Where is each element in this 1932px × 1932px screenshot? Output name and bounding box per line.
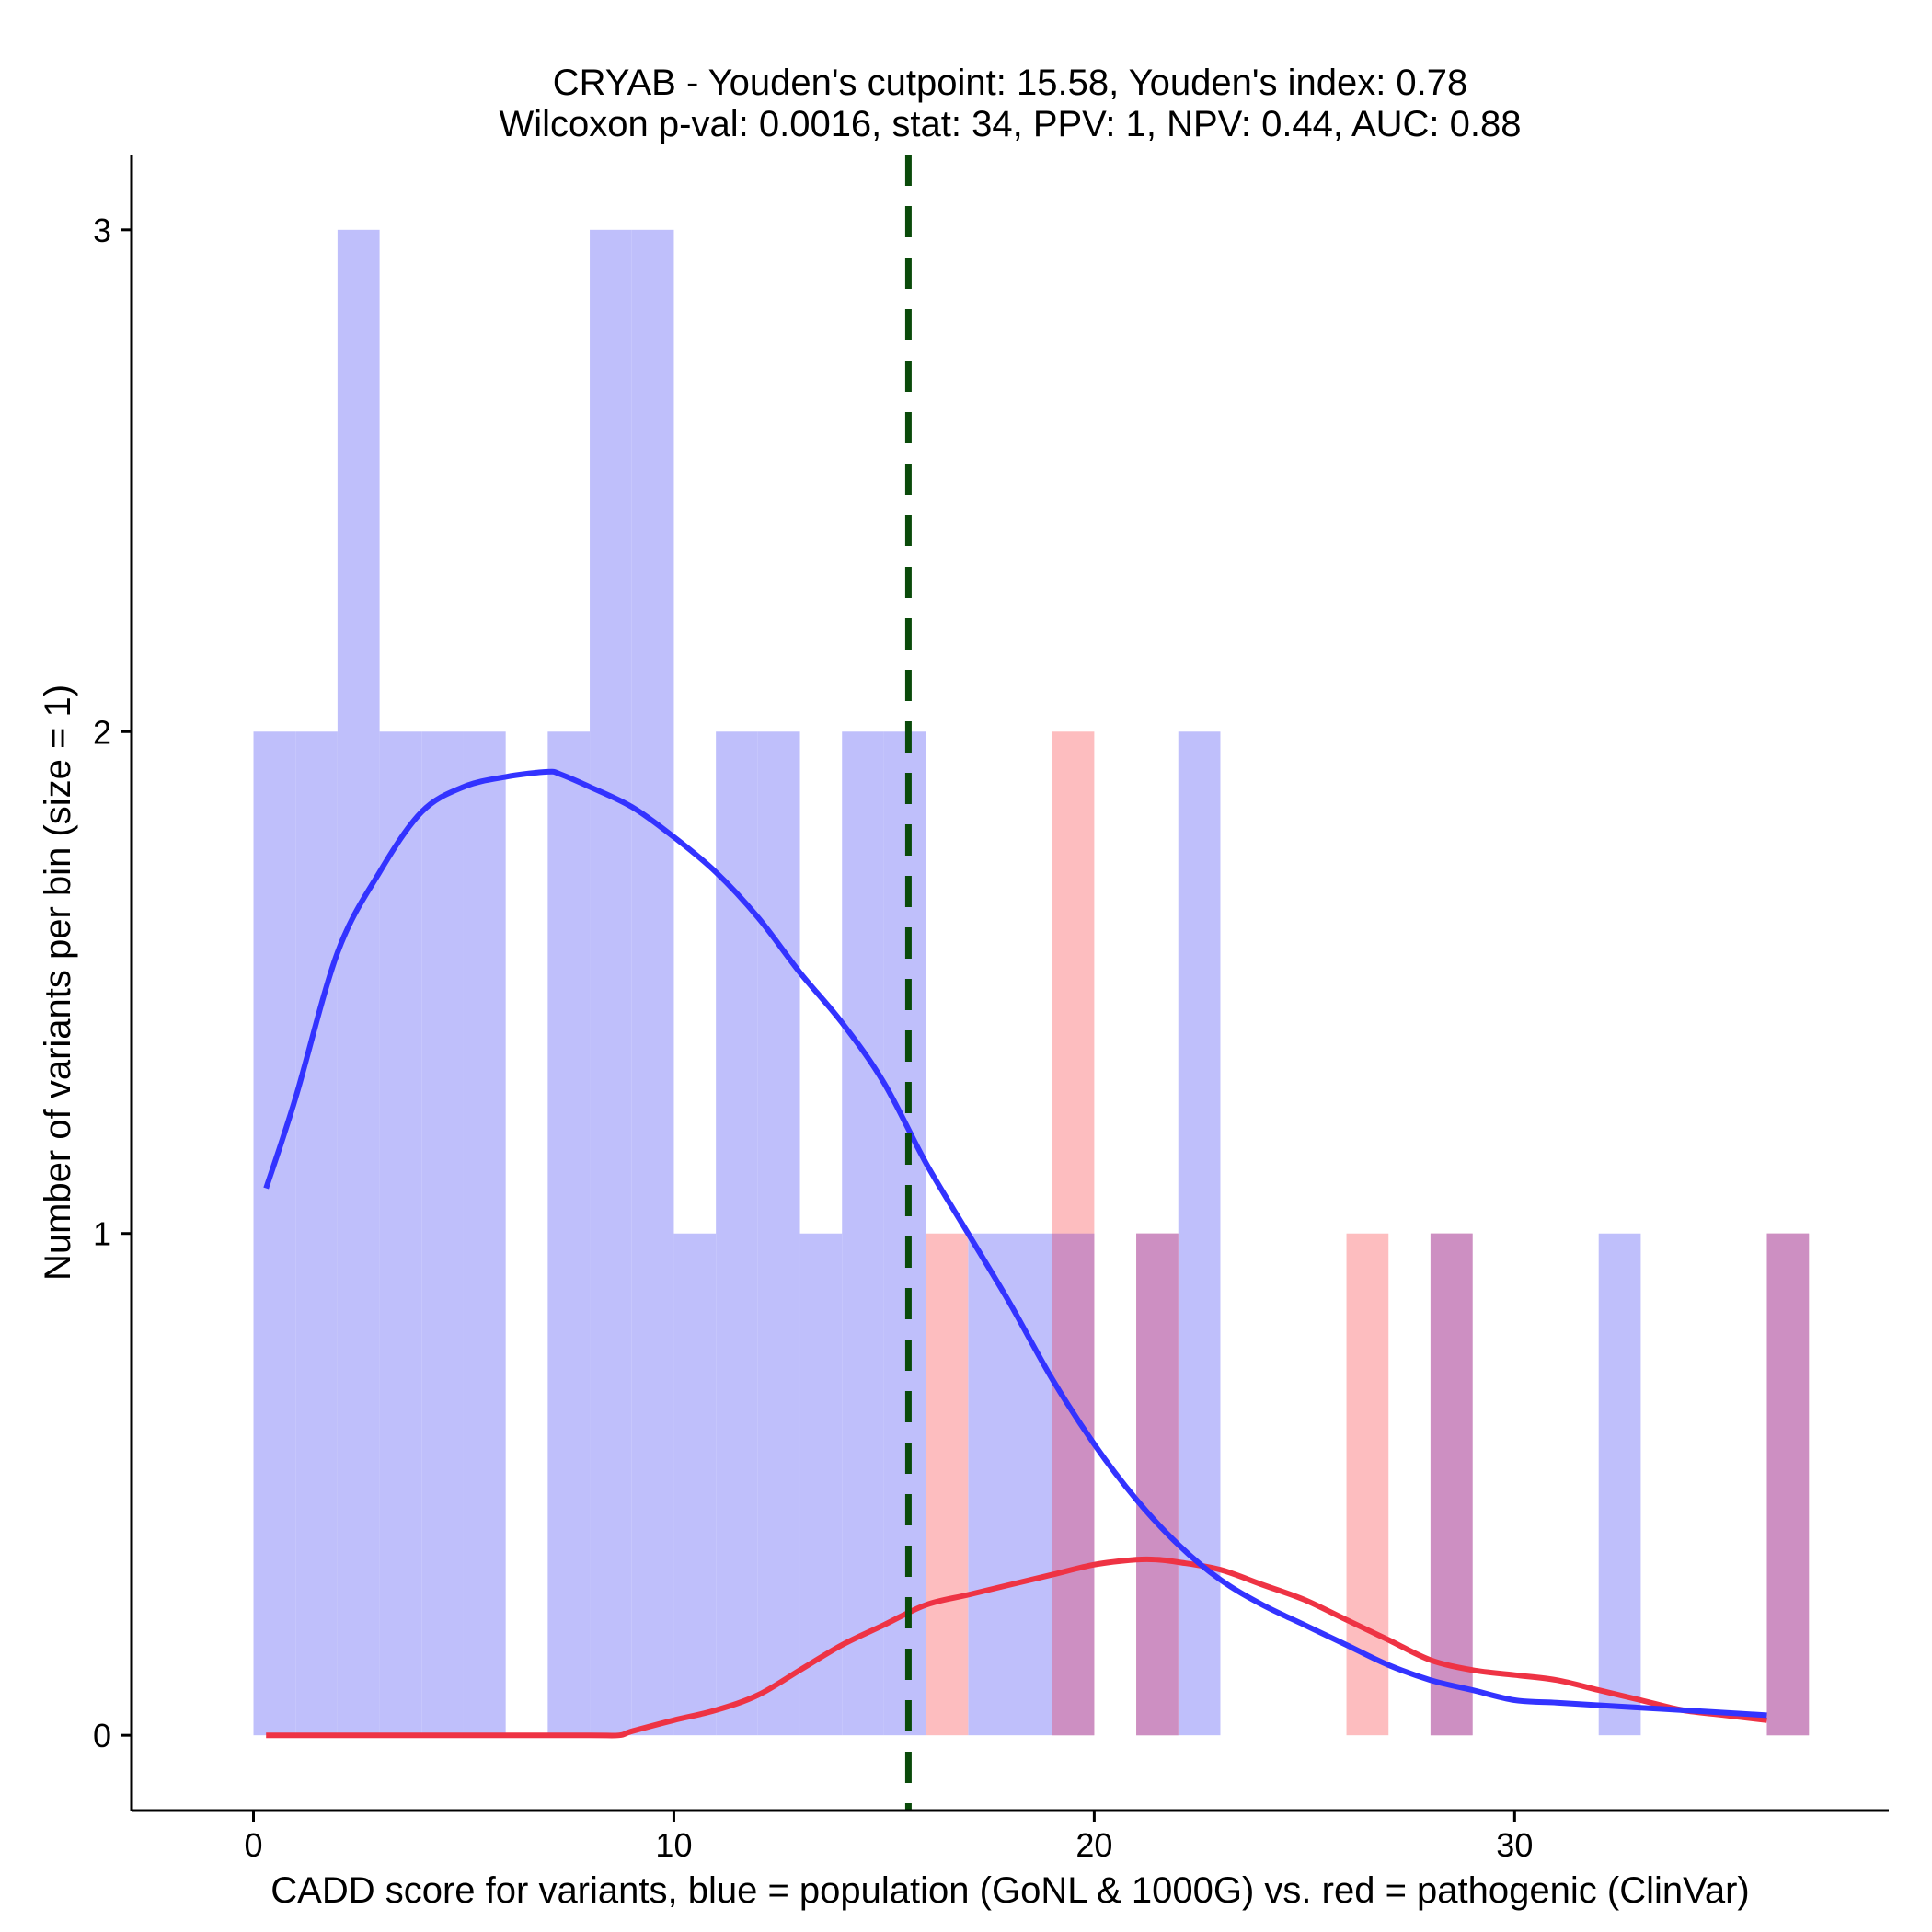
overlap-bar: [1052, 1233, 1095, 1736]
population-bar: [716, 731, 758, 1736]
population-bars: [253, 229, 1810, 1736]
y-tick-label: 0: [93, 1717, 111, 1754]
population-bar: [337, 229, 380, 1736]
pathogenic-bar: [926, 1233, 969, 1736]
population-bar: [590, 229, 632, 1736]
population-bar: [547, 731, 591, 1736]
overlap-bars: [1052, 1233, 1810, 1736]
y-tick-label: 2: [93, 713, 111, 751]
population-bar: [883, 731, 926, 1736]
x-tick-label: 10: [655, 1826, 692, 1864]
population-bar: [463, 731, 506, 1736]
density-curves: [263, 768, 1767, 1739]
axes: 0 10 20 30 0 1 2 3: [93, 155, 1889, 1864]
pathogenic-density-curve: [266, 1556, 1767, 1739]
population-bar: [1598, 1233, 1641, 1736]
population-bar: [379, 731, 422, 1736]
population-bar: [757, 731, 800, 1736]
x-axis-label: CADD score for variants, blue = populati…: [270, 1870, 1749, 1911]
x-tick-label: 0: [244, 1826, 262, 1864]
chart-title-line-2: Wilcoxon p-val: 0.0016, stat: 34, PPV: 1…: [500, 104, 1522, 144]
y-tick-label: 3: [93, 212, 111, 249]
population-bar: [631, 229, 674, 1736]
population-bar: [253, 731, 296, 1736]
x-tick-label: 30: [1496, 1826, 1533, 1864]
overlap-bar: [1430, 1233, 1473, 1736]
x-tick-label: 20: [1075, 1826, 1112, 1864]
population-bar: [968, 1233, 1010, 1736]
population-density-curve: [263, 768, 1767, 1719]
population-bar: [673, 1233, 717, 1736]
y-axis-label: Number of variants per bin (size = 1): [38, 684, 78, 1281]
pathogenic-bar: [1346, 1233, 1389, 1736]
overlap-bar: [1136, 1233, 1179, 1736]
overlap-bar: [1766, 1233, 1810, 1736]
population-bar: [842, 731, 884, 1736]
chart-title-line-1: CRYAB - Youden's cutpoint: 15.58, Youden…: [553, 63, 1468, 103]
population-bar: [1010, 1233, 1052, 1736]
population-bar: [295, 731, 338, 1736]
population-bar: [421, 731, 464, 1736]
y-tick-label: 1: [93, 1215, 111, 1253]
population-bar: [1178, 731, 1221, 1736]
